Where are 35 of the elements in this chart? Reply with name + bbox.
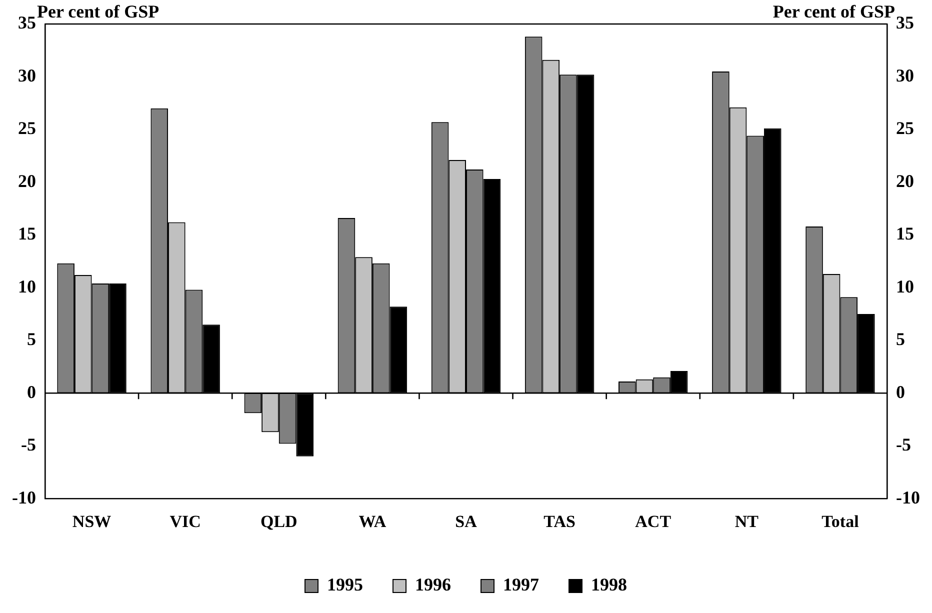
y2-tick-label: 20 <box>896 170 914 191</box>
y2-tick-label: 10 <box>896 276 914 296</box>
x-tick-label: SA <box>455 512 478 532</box>
x-tick-label: NSW <box>72 512 112 532</box>
y-axis-title: Per cent of GSP <box>36 2 160 22</box>
y-tick-label: 15 <box>18 224 36 244</box>
y-tick-label: 30 <box>18 65 36 86</box>
x-tick-label: ACT <box>635 512 672 532</box>
y2-tick-label: -10 <box>896 487 920 508</box>
y2-tick-label: 0 <box>896 382 906 402</box>
y2-tick-label: 30 <box>896 65 914 86</box>
y-tick-label: 0 <box>26 382 36 402</box>
y2-tick-label: 35 <box>896 12 914 33</box>
y-tick-label: 10 <box>18 276 36 296</box>
y-tick-label: -10 <box>12 487 36 508</box>
x-tick-label: NT <box>734 512 760 532</box>
y-tick-label: -5 <box>20 434 36 455</box>
x-tick-label: Total <box>822 512 860 532</box>
y-tick-label: 5 <box>26 329 36 350</box>
y2-tick-label: 15 <box>896 224 914 244</box>
x-tick-label: VIC <box>170 512 201 532</box>
y-tick-label: 35 <box>18 12 36 33</box>
y2-tick-label: 25 <box>896 118 914 138</box>
legend-label: 1995 <box>327 574 363 595</box>
y2-axis-title: Per cent of GSP <box>772 2 896 22</box>
x-tick-label: QLD <box>260 512 298 532</box>
legend-label: 1998 <box>591 574 627 595</box>
y2-tick-label: 5 <box>896 329 906 350</box>
y2-tick-label: -5 <box>896 434 912 455</box>
y-tick-label: 25 <box>18 118 36 138</box>
y-tick-label: 20 <box>18 170 36 191</box>
legend-label: 1996 <box>415 574 451 595</box>
x-tick-label: TAS <box>544 512 576 532</box>
legend-label: 1997 <box>503 574 539 595</box>
x-tick-label: WA <box>358 512 387 532</box>
